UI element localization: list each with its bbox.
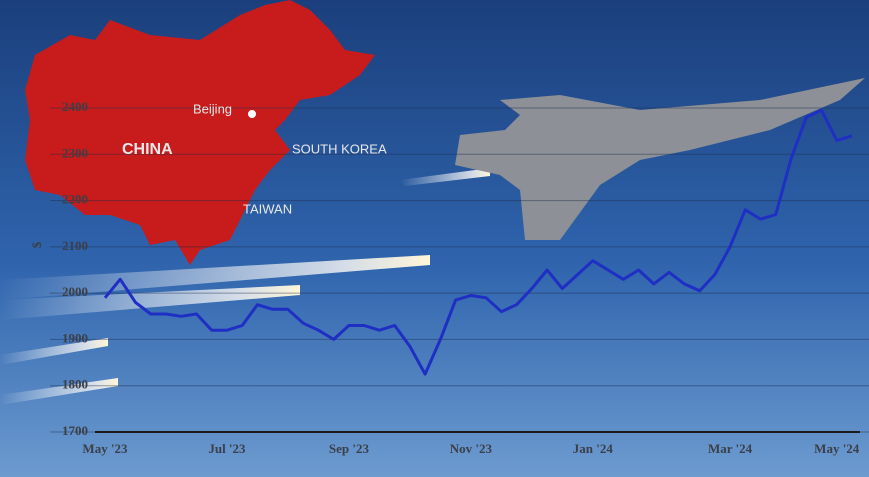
y-tick-label: 2100 (62, 238, 88, 253)
y-tick-label: 2400 (62, 99, 88, 114)
x-tick-label: Jan '24 (573, 441, 614, 456)
y-tick-label: 2300 (62, 145, 88, 160)
data-line (103, 108, 853, 376)
y-tick-label: 1700 (62, 423, 88, 438)
x-tick-label: Mar '24 (708, 441, 753, 456)
jet (455, 78, 865, 240)
map-label: SOUTH KOREA (292, 141, 387, 156)
x-tick-label: May '24 (814, 441, 860, 456)
y-axis-label: $ (29, 241, 44, 248)
x-tick-label: Sep '23 (329, 441, 370, 456)
x-tick-label: Nov '23 (450, 441, 493, 456)
map-label: Beijing (193, 101, 232, 116)
map-label: TAIWAN (243, 201, 292, 216)
x-tick-label: Jul '23 (208, 441, 246, 456)
map-china (25, 0, 375, 265)
y-tick-label: 2000 (62, 284, 88, 299)
city-marker (248, 110, 256, 118)
flares (0, 168, 490, 405)
y-tick-label: 2200 (62, 192, 88, 207)
y-tick-label: 1800 (62, 377, 88, 392)
y-tick-label: 1900 (62, 330, 88, 345)
map-label: CHINA (122, 141, 173, 158)
x-tick-label: May '23 (82, 441, 128, 456)
